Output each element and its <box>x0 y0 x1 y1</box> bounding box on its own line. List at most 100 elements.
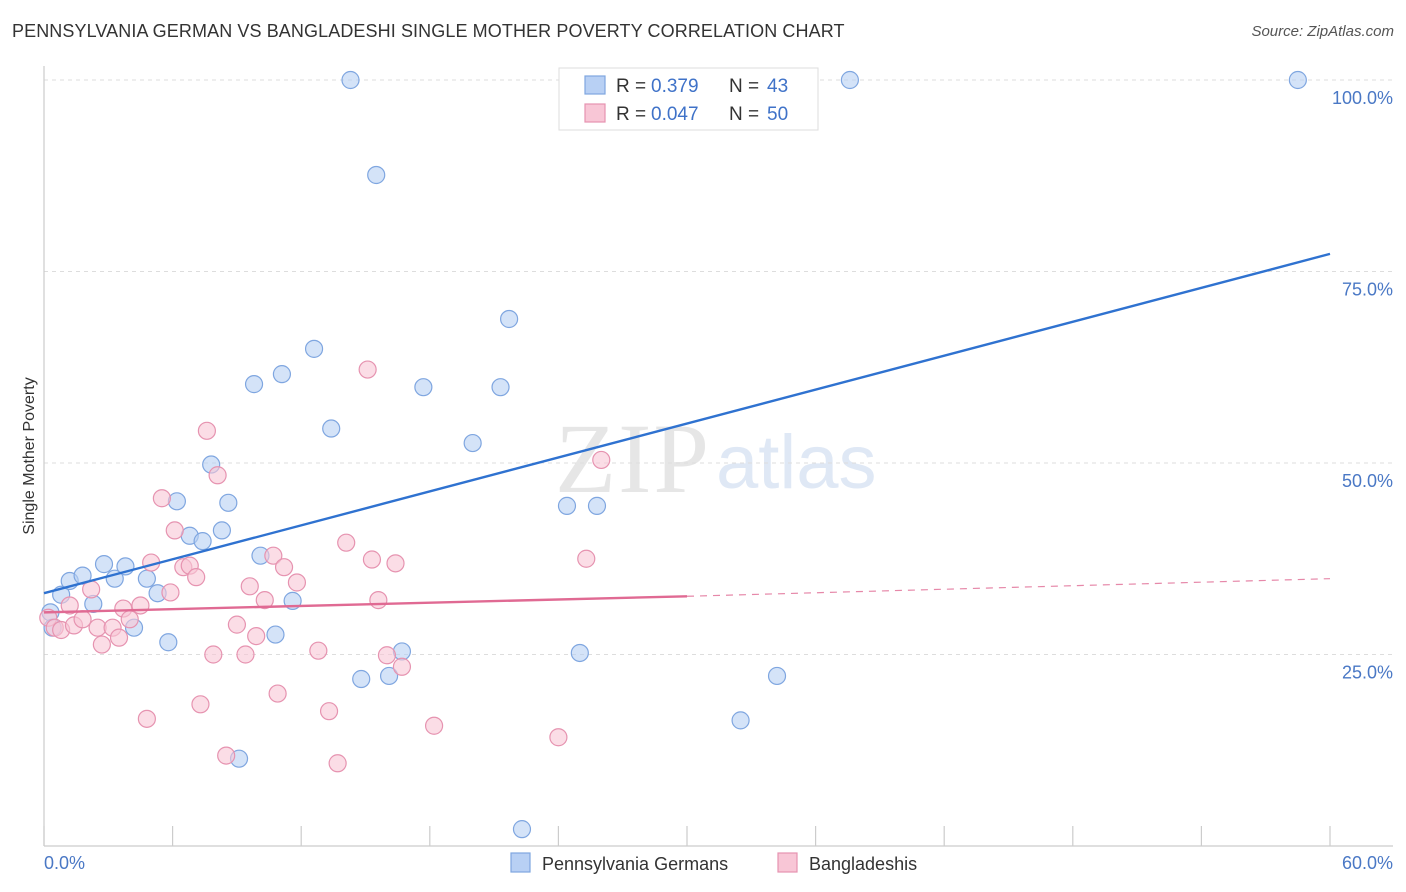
bangladeshi-point-8 <box>92 635 111 654</box>
pennsylvania-german-point-29 <box>367 165 386 185</box>
bangladeshi-point-46 <box>424 716 444 735</box>
bangladeshi-point-26 <box>217 746 236 765</box>
pennsylvania-german-point-35 <box>500 309 519 329</box>
pennsylvania-german-point-15 <box>193 532 212 551</box>
bangladeshi-point-38 <box>328 754 347 773</box>
pennsylvania-german-point-38 <box>570 643 589 663</box>
pennsylvania-german-point-25 <box>304 339 324 358</box>
bangladeshi-point-41 <box>362 550 382 569</box>
bangladeshi-point-13 <box>131 596 150 615</box>
pennsylvania-german-point-27 <box>341 70 360 90</box>
pennsylvania-german-point-10 <box>137 569 156 588</box>
series-legend-swatch-pink <box>777 852 798 873</box>
series-legend: Pennsylvania Germans Bangladeshis <box>510 852 917 874</box>
bangladeshi-point-47 <box>549 728 568 747</box>
pennsylvania-german-point-42 <box>840 70 859 90</box>
pennsylvania-german-point-23 <box>272 365 292 384</box>
bangladeshi-point-34 <box>287 573 307 592</box>
y-tick-labels: 100.0% 75.0% 50.0% 25.0% <box>1332 88 1393 683</box>
legend-n-value-1: 43 <box>767 76 788 97</box>
pennsylvania-german-point-22 <box>266 625 285 644</box>
legend-n-value-2: 50 <box>767 104 788 125</box>
pennsylvania-german-point-37 <box>557 496 577 515</box>
bangladeshi-point-32 <box>264 546 283 565</box>
bangladeshi-point-36 <box>309 641 328 660</box>
bangladeshi-point-39 <box>337 533 356 552</box>
gridlines <box>44 79 1393 655</box>
x-tick-label-max: 60.0% <box>1342 853 1393 873</box>
pennsylvania-german-point-31 <box>392 642 412 661</box>
legend-r-label-2: R = <box>616 104 646 125</box>
bangladeshi-point-28 <box>236 645 255 664</box>
pennsylvania-german-point-18 <box>219 493 238 512</box>
bangladeshi-point-30 <box>247 627 266 646</box>
bangladeshi-point-31 <box>255 591 274 610</box>
pennsylvania-german-point-43 <box>1288 70 1307 90</box>
bangladeshi-point-21 <box>187 568 206 587</box>
watermark-zip: ZIP <box>555 403 711 514</box>
legend-r-label-1: R = <box>616 76 646 97</box>
chart-title: PENNSYLVANIA GERMAN VS BANGLADESHI SINGL… <box>12 21 845 41</box>
pennsylvania-german-point-28 <box>352 669 371 689</box>
bangladeshi-point-18 <box>165 521 184 540</box>
bangladeshi-point-10 <box>109 628 129 647</box>
series-legend-label-blue: Pennsylvania Germans <box>542 854 728 874</box>
bangladeshi-point-33 <box>274 558 294 577</box>
bangladeshi-point-17 <box>161 583 180 602</box>
bangladeshi-point-16 <box>152 489 171 508</box>
y-tick-label-2: 50.0% <box>1342 471 1393 491</box>
bangladeshi-point-3 <box>60 596 79 615</box>
pennsylvania-german-point-30 <box>379 666 399 686</box>
bangladeshi-point-24 <box>204 645 223 664</box>
legend-n-label-2: N = <box>729 104 759 125</box>
series-legend-label-pink: Bangladeshis <box>809 854 917 874</box>
source-label: Source: ZipAtlas.com <box>1251 23 1394 40</box>
trend-lines <box>43 252 1331 614</box>
pennsylvania-german-point-13 <box>167 492 186 511</box>
pennsylvania-german-point-32 <box>414 378 433 397</box>
x-tick-label-min: 0.0% <box>44 853 85 873</box>
bangladeshi-point-27 <box>227 615 246 634</box>
pennsylvania-german-point-6 <box>94 555 114 574</box>
pennsylvania-german-point-39 <box>587 496 607 515</box>
pennsylvania-german-point-40 <box>731 711 750 730</box>
correlation-legend: R = 0.379 N = 43 R = 0.047 N = 50 <box>558 67 819 131</box>
bangladeshi-point-44 <box>386 554 405 573</box>
pennsylvania-german-point-41 <box>767 666 787 686</box>
pennsylvania-german-point-20 <box>244 375 264 394</box>
bangladeshi-point-25 <box>208 466 227 485</box>
pennsylvania-german-point-36 <box>512 820 532 839</box>
bangladeshi-point-37 <box>319 702 339 721</box>
legend-n-label-1: N = <box>729 76 759 97</box>
pennsylvania-german-point-34 <box>491 378 510 397</box>
bangladeshi-point-22 <box>191 695 210 714</box>
legend-swatch-pink <box>584 103 606 123</box>
bangladeshi-point-42 <box>369 591 388 610</box>
bangladeshi-point-40 <box>358 360 377 379</box>
y-tick-label-3: 25.0% <box>1342 663 1393 683</box>
bangladeshi-point-35 <box>268 684 287 703</box>
trend-line-pennsylvania-german-0 <box>43 252 1331 595</box>
y-tick-label-1: 75.0% <box>1342 280 1393 300</box>
bangladeshi-point-45 <box>392 657 412 676</box>
pennsylvania-german-point-26 <box>322 419 341 438</box>
bangladeshi-point-12 <box>120 610 139 629</box>
bangladeshi-point-23 <box>197 421 216 440</box>
legend-r-value-2: 0.047 <box>651 104 699 125</box>
bangladeshi-point-5 <box>73 610 92 629</box>
bangladeshi-point-29 <box>240 577 259 596</box>
bangladeshi-point-14 <box>137 709 156 728</box>
legend-r-value-1: 0.379 <box>651 76 699 97</box>
pennsylvania-german-point-12 <box>159 633 178 652</box>
legend-swatch-blue <box>584 75 606 95</box>
bangladeshi-point-48 <box>577 549 596 568</box>
y-tick-label-0: 100.0% <box>1332 88 1393 108</box>
bangladeshi-point-49 <box>592 450 611 470</box>
pennsylvania-german-point-17 <box>212 521 231 540</box>
data-points <box>39 70 1307 839</box>
pennsylvania-german-point-33 <box>463 433 482 453</box>
y-axis-label: Single Mother Poverty <box>21 377 38 534</box>
series-legend-swatch-blue <box>510 852 531 873</box>
trend-line-bangladeshi-2 <box>686 578 1331 597</box>
